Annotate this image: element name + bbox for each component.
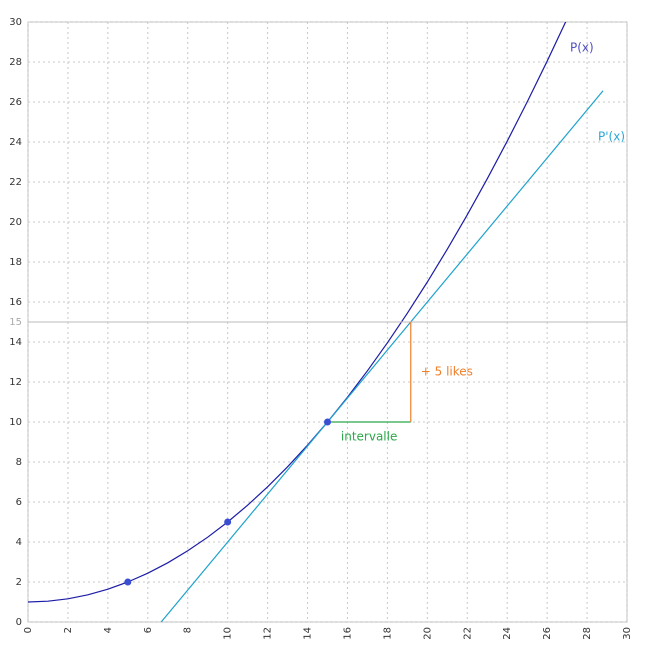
x-tick-label: 26: [542, 627, 553, 640]
x-tick-label: 14: [303, 627, 314, 640]
annotation-label: + 5 likes: [421, 365, 473, 379]
x-tick-label: 10: [223, 627, 234, 640]
x-tick-label: 28: [582, 627, 593, 640]
data-point: [124, 578, 132, 586]
x-tick-label: 30: [622, 627, 633, 640]
x-tick-label: 4: [103, 627, 114, 633]
y-tick-label: 18: [9, 257, 22, 268]
y-tick-label: 0: [16, 617, 22, 628]
data-point: [324, 418, 331, 426]
x-tick-label: 20: [422, 627, 433, 640]
y-tick-label: 14: [9, 337, 22, 348]
y-tick-label: 12: [9, 377, 22, 388]
y-tick-label: 30: [9, 17, 22, 28]
y-tick-label: 4: [16, 537, 22, 548]
x-tick-label: 0: [23, 627, 34, 633]
y-tick-label: 8: [16, 457, 22, 468]
series-line: [28, 22, 567, 603]
x-tick-label: 12: [263, 627, 274, 640]
y-tick-label: 2: [16, 577, 22, 588]
x-tick-label: 8: [183, 627, 194, 633]
y-tick-label: 10: [9, 417, 22, 428]
y-tick-label: 6: [16, 497, 22, 508]
x-tick-label: 2: [63, 627, 74, 633]
reference-label: 15: [9, 317, 22, 328]
y-tick-label: 26: [9, 97, 22, 108]
y-tick-label: 16: [9, 297, 22, 308]
y-tick-label: 22: [9, 177, 22, 188]
data-point: [224, 518, 232, 526]
series-label: P(x): [570, 41, 594, 55]
y-tick-label: 20: [9, 217, 22, 228]
x-tick-label: 22: [462, 627, 473, 640]
y-tick-label: 24: [9, 137, 22, 148]
x-tick-label: 24: [502, 627, 513, 640]
series-label: P'(x): [598, 130, 625, 144]
x-tick-label: 16: [342, 627, 353, 640]
x-tick-label: 6: [143, 627, 154, 633]
x-tick-label: 18: [382, 627, 393, 640]
annotation-label: intervalle: [341, 430, 397, 444]
series-line: [160, 90, 604, 622]
y-tick-label: 28: [9, 57, 22, 68]
